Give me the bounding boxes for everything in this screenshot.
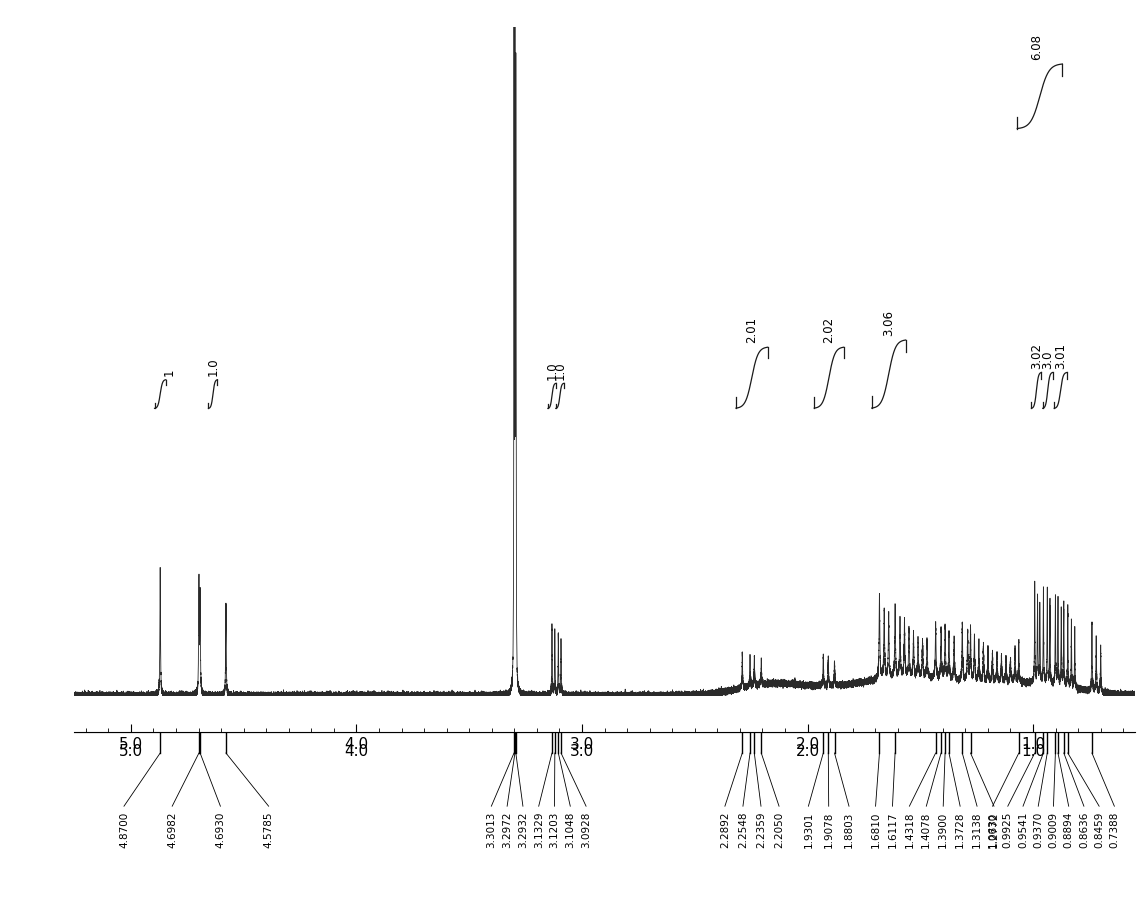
Text: 2.0: 2.0 [795, 744, 819, 759]
Text: 1.6810: 1.6810 [871, 812, 880, 848]
Text: 3.1329: 3.1329 [534, 812, 543, 848]
Text: 1.4318: 1.4318 [904, 812, 915, 848]
Text: 1.3138: 1.3138 [972, 812, 982, 848]
Text: 3.0: 3.0 [1042, 350, 1054, 369]
Text: 3.1048: 3.1048 [565, 812, 575, 848]
Text: 3.01: 3.01 [1054, 343, 1067, 369]
Text: 3.06: 3.06 [882, 310, 895, 336]
Text: 0.8459: 0.8459 [1094, 812, 1104, 848]
Text: 1.0630: 1.0630 [988, 812, 997, 848]
Text: 3.2932: 3.2932 [518, 812, 528, 848]
Text: 1.6117: 1.6117 [887, 812, 897, 848]
Text: 2.2548: 2.2548 [738, 812, 748, 848]
Text: 1.0: 1.0 [1021, 744, 1045, 759]
Text: 1.8803: 1.8803 [843, 812, 854, 848]
Text: 0.9925: 0.9925 [1003, 812, 1013, 848]
Text: 3.1203: 3.1203 [549, 812, 559, 848]
Text: 3.02: 3.02 [1030, 343, 1043, 369]
Text: 0.7388: 0.7388 [1109, 812, 1120, 848]
Text: 1.2772: 1.2772 [989, 812, 999, 848]
Text: 4.5785: 4.5785 [264, 812, 274, 848]
Text: 0.9370: 0.9370 [1034, 812, 1043, 848]
Text: 2.2359: 2.2359 [756, 812, 766, 848]
Text: 0.9009: 0.9009 [1049, 812, 1059, 847]
Text: 1.3900: 1.3900 [939, 812, 948, 848]
Text: 3.3013: 3.3013 [486, 812, 496, 848]
Text: 2.02: 2.02 [823, 317, 835, 344]
Text: 3.0928: 3.0928 [581, 812, 591, 848]
Text: 0.9541: 0.9541 [1018, 812, 1028, 848]
Text: 1: 1 [163, 368, 175, 376]
Text: 1.0: 1.0 [545, 361, 558, 380]
Text: 4.8700: 4.8700 [119, 812, 129, 848]
Text: 0.8894: 0.8894 [1063, 812, 1074, 848]
Text: 1.0: 1.0 [206, 357, 220, 376]
Text: 1.3728: 1.3728 [955, 812, 965, 848]
Text: 1.9078: 1.9078 [824, 812, 833, 848]
Text: 2.01: 2.01 [745, 317, 759, 344]
Text: 6.08: 6.08 [1030, 34, 1043, 60]
Text: 4.0: 4.0 [344, 744, 369, 759]
Text: 4.6930: 4.6930 [215, 812, 226, 848]
Text: 2.2892: 2.2892 [720, 812, 730, 848]
Text: 1.0: 1.0 [554, 361, 566, 380]
Text: 4.6982: 4.6982 [167, 812, 178, 848]
Text: 1.9301: 1.9301 [803, 812, 814, 848]
Text: 2.2050: 2.2050 [774, 812, 784, 848]
Text: 5.0: 5.0 [119, 744, 143, 759]
Text: 0.8636: 0.8636 [1078, 812, 1089, 848]
Text: 3.0: 3.0 [570, 744, 594, 759]
Text: 1.4078: 1.4078 [921, 812, 932, 848]
Text: 3.2972: 3.2972 [502, 812, 512, 848]
